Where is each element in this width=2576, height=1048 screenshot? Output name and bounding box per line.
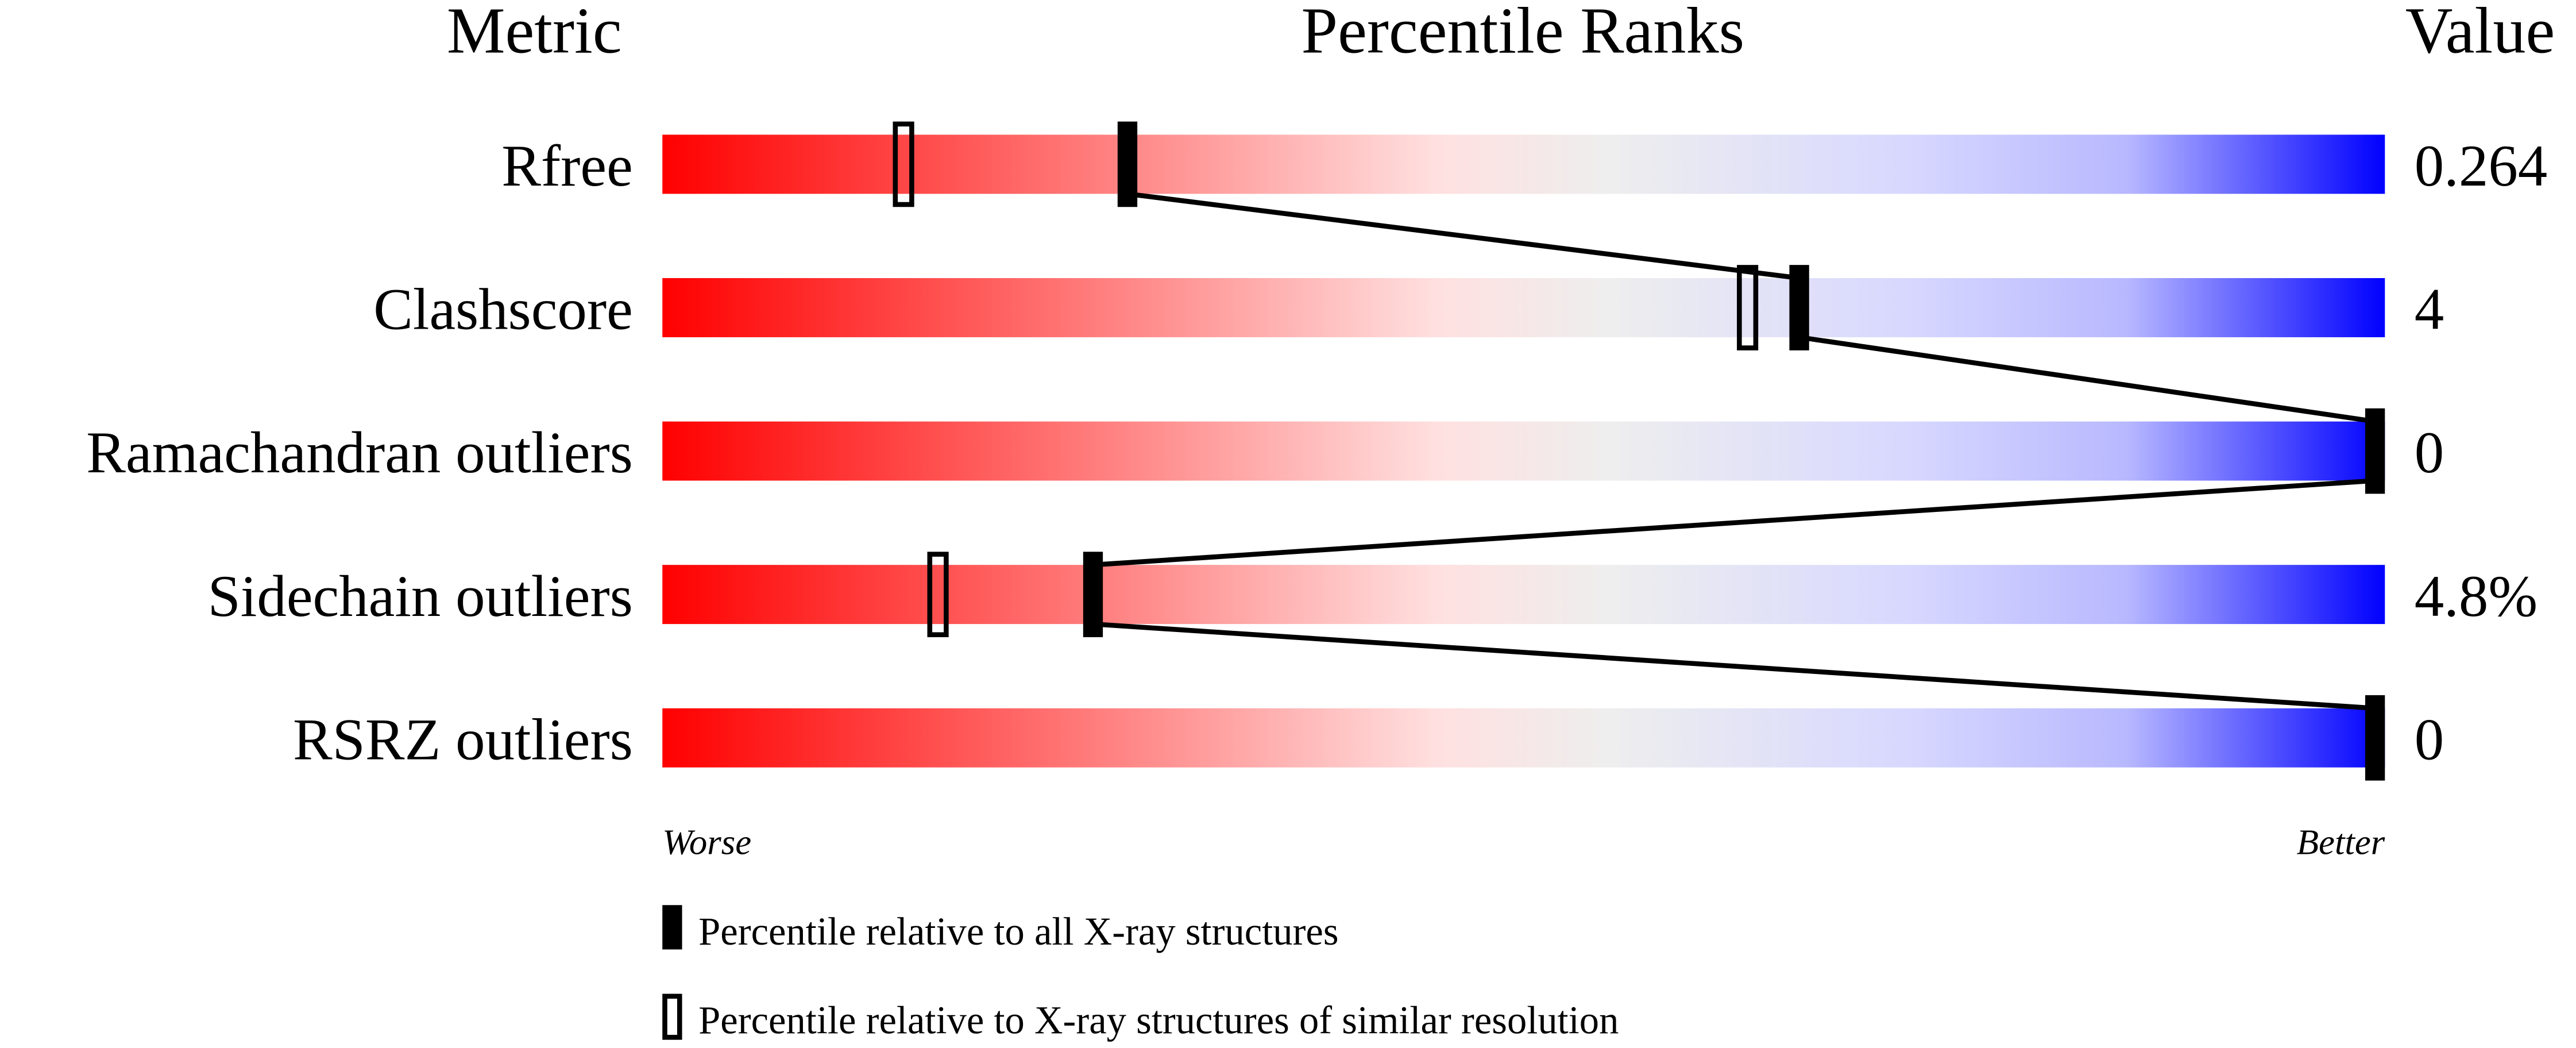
- similar-resolution-marker: [1737, 265, 1759, 350]
- all-structures-marker: [1083, 552, 1103, 637]
- header-percentile-ranks: Percentile Ranks: [1301, 0, 1745, 67]
- legend-open-label: Percentile relative to X-ray structures …: [698, 998, 1619, 1042]
- metric-value: 0.264: [2415, 133, 2548, 199]
- metric-value: 0: [2415, 707, 2444, 772]
- metric-label: RSRZ outliers: [293, 707, 633, 772]
- percentile-bar: [662, 708, 2385, 768]
- header-value: Value: [2405, 0, 2555, 67]
- metric-label: Rfree: [501, 133, 633, 199]
- legend-filled-label: Percentile relative to all X-ray structu…: [698, 910, 1338, 953]
- metric-label: Clashscore: [373, 277, 633, 342]
- percentile-bar: [662, 134, 2385, 194]
- percentile-bar: [662, 421, 2385, 481]
- percentile-bar: [662, 565, 2385, 625]
- connector-line: [1798, 334, 2376, 424]
- axis-label-better: Better: [2297, 822, 2385, 862]
- all-structures-marker: [1789, 265, 1809, 350]
- metric-value: 0: [2415, 420, 2444, 486]
- connector-line: [1092, 478, 2376, 568]
- all-structures-marker: [2365, 408, 2385, 494]
- legend-filled-marker: [662, 905, 682, 950]
- all-structures-marker: [2365, 695, 2385, 781]
- metric-label: Sidechain outliers: [208, 564, 633, 629]
- legend-open-marker: [662, 993, 682, 1040]
- header-metric: Metric: [447, 0, 622, 67]
- metric-label: Ramachandran outliers: [86, 420, 633, 486]
- all-structures-marker: [1117, 121, 1138, 207]
- metric-value: 4.8%: [2415, 564, 2538, 629]
- similar-resolution-marker: [927, 552, 949, 637]
- metric-value: 4: [2415, 277, 2444, 342]
- percentile-bar: [662, 278, 2385, 337]
- similar-resolution-marker: [893, 121, 914, 207]
- connector-line: [1092, 621, 2376, 711]
- connector-line: [1127, 191, 1800, 281]
- axis-label-worse: Worse: [662, 822, 751, 862]
